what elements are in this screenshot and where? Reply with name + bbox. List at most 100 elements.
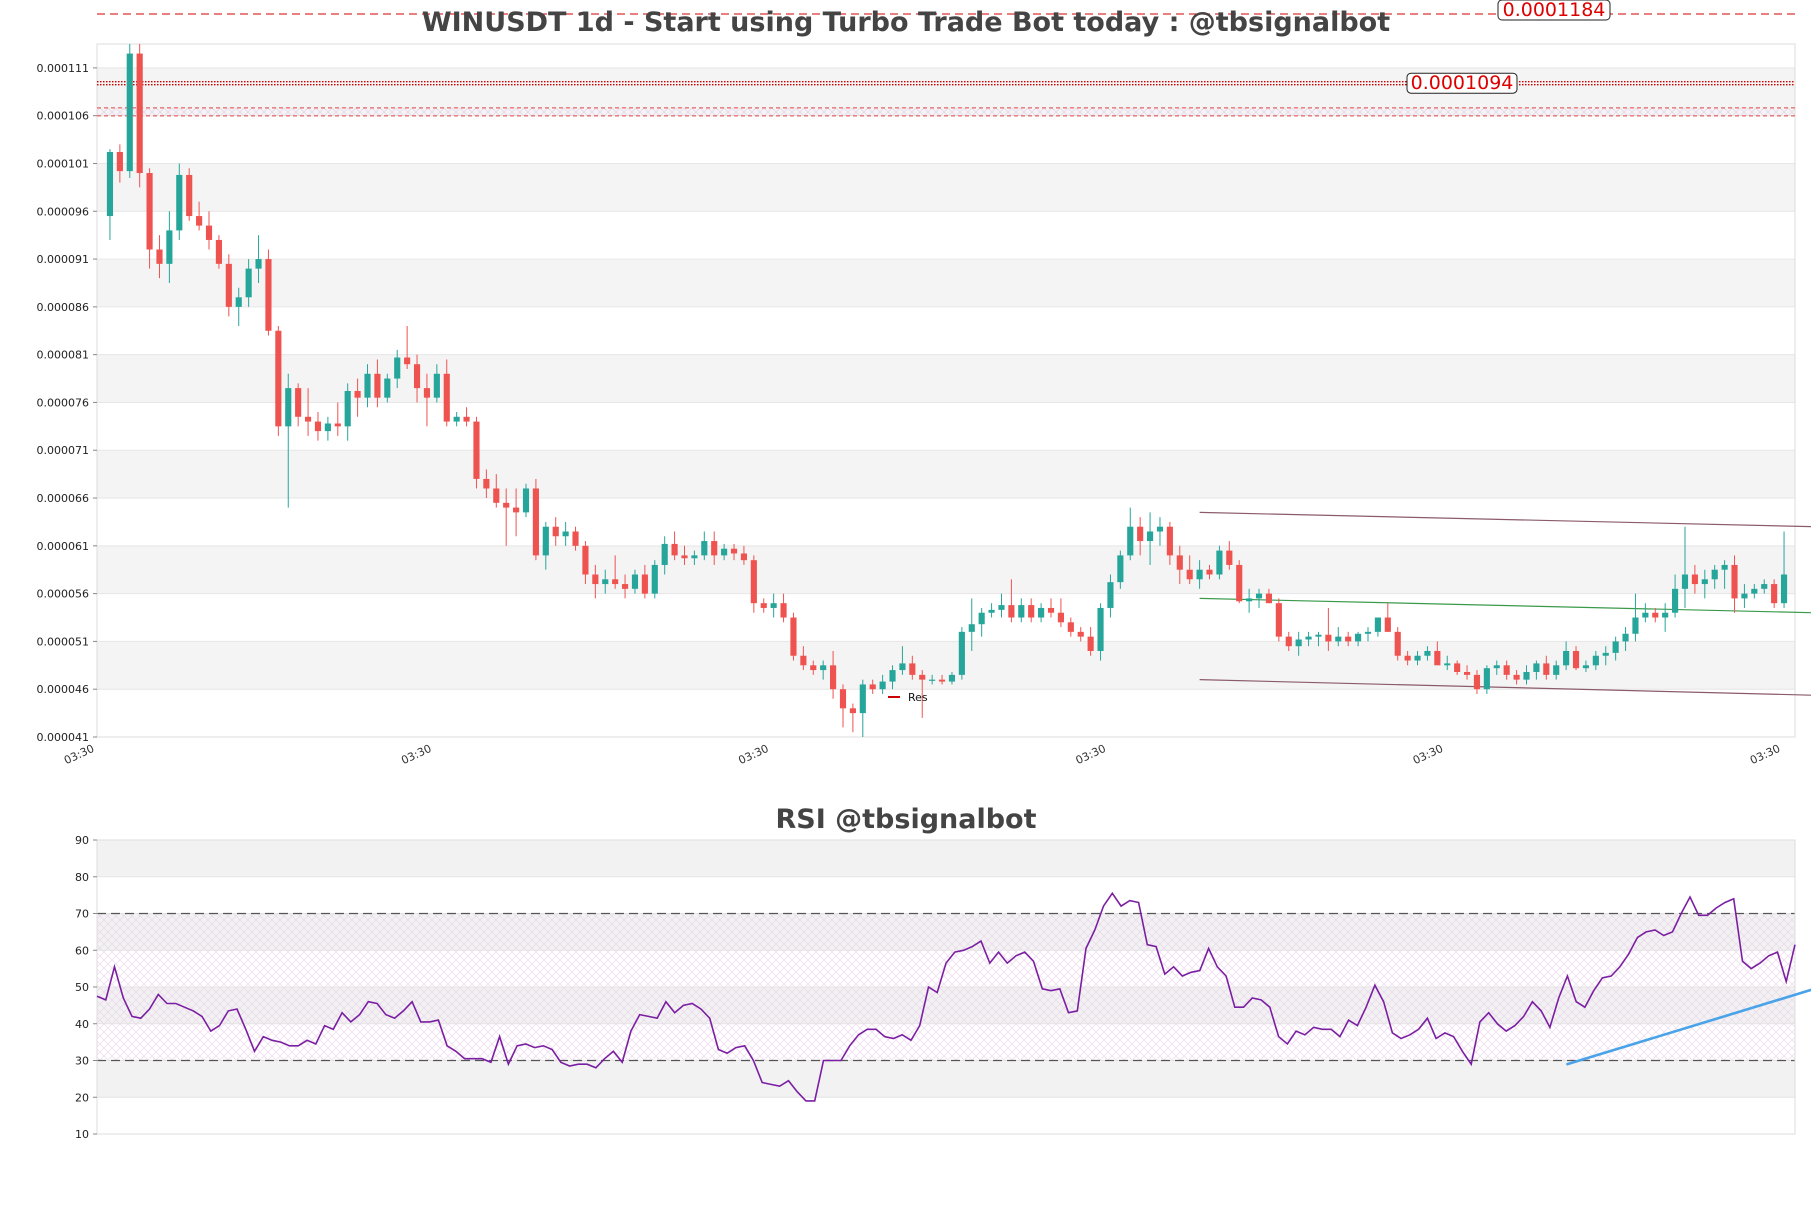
candle-body bbox=[552, 526, 559, 537]
candle-body bbox=[889, 670, 896, 682]
price-grid-band bbox=[97, 641, 1795, 690]
candle-body bbox=[364, 373, 371, 398]
candle-body bbox=[354, 390, 361, 398]
candle-body bbox=[661, 543, 668, 565]
candle-body bbox=[1127, 526, 1134, 556]
candle-body bbox=[1057, 612, 1064, 623]
candle-body bbox=[1523, 672, 1530, 680]
candle-body bbox=[810, 665, 817, 671]
resistance-zone bbox=[97, 107, 1795, 116]
legend: Res bbox=[888, 691, 928, 704]
candle-body bbox=[304, 416, 312, 422]
candle-body bbox=[1711, 569, 1718, 580]
candle-body bbox=[859, 684, 866, 714]
rsi-y-tick-label: 10 bbox=[75, 1128, 89, 1141]
rsi-y-axis: 10 20 30 40 50 60 70 80 90 bbox=[75, 834, 97, 1141]
price-x-tick-label: 03:30 bbox=[1411, 742, 1445, 767]
candle-body bbox=[1662, 612, 1669, 618]
candle-body bbox=[612, 579, 619, 585]
candle-body bbox=[1345, 636, 1352, 642]
candle-body bbox=[295, 388, 302, 417]
candle-body bbox=[1305, 636, 1312, 640]
candle-body bbox=[1335, 636, 1342, 642]
rsi-y-tick-label: 50 bbox=[75, 981, 89, 994]
candle-body bbox=[1691, 574, 1698, 585]
candle-body bbox=[205, 225, 213, 240]
candlestick-series bbox=[106, 44, 1788, 737]
candle-body bbox=[1761, 584, 1768, 589]
candle-body bbox=[1097, 607, 1104, 651]
price-y-tick-label: 0.000086 bbox=[37, 301, 90, 314]
candle-body bbox=[1622, 633, 1629, 642]
candle-body bbox=[1672, 588, 1679, 613]
channel-line bbox=[1199, 511, 1811, 528]
candle-body bbox=[562, 531, 569, 537]
candle-body bbox=[1087, 636, 1094, 651]
candle-body bbox=[413, 364, 421, 389]
candle-body bbox=[1771, 584, 1778, 604]
candle-body bbox=[106, 152, 114, 217]
candle-body bbox=[849, 708, 856, 714]
candle-body bbox=[1176, 555, 1183, 570]
candle-body bbox=[324, 423, 331, 432]
price-grid-band bbox=[97, 354, 1795, 403]
candle-body bbox=[1374, 617, 1381, 632]
price-levels: 0.0001184 0.0001094 bbox=[97, 0, 1795, 117]
candle-body bbox=[671, 543, 678, 556]
candle-body bbox=[225, 263, 232, 307]
candle-body bbox=[493, 488, 500, 503]
candle-body bbox=[1503, 665, 1510, 675]
candle-body bbox=[800, 655, 807, 666]
rsi-y-tick-label: 40 bbox=[75, 1018, 89, 1031]
candle-body bbox=[146, 173, 153, 250]
candle-body bbox=[1226, 550, 1233, 565]
channel-line bbox=[1199, 597, 1811, 614]
price-y-tick-label: 0.000106 bbox=[37, 110, 90, 123]
price-y-axis: 0.000041 0.000046 0.000051 0.000056 0.000061… bbox=[37, 62, 97, 744]
candle-body bbox=[1295, 639, 1302, 647]
candle-body bbox=[869, 684, 876, 690]
candle-body bbox=[641, 574, 648, 594]
candle-body bbox=[711, 541, 718, 556]
candle-body bbox=[275, 330, 282, 427]
rsi-series bbox=[96, 891, 1796, 1102]
candle-body bbox=[1424, 650, 1431, 656]
candle-body bbox=[384, 378, 391, 398]
rsi-y-tick-label: 60 bbox=[75, 944, 89, 957]
candle-body bbox=[1454, 663, 1461, 673]
candle-body bbox=[542, 526, 549, 556]
candle-body bbox=[740, 553, 748, 561]
rsi-trend-line bbox=[1566, 988, 1811, 1066]
candle-body bbox=[1364, 631, 1372, 634]
rsi-grid-band bbox=[97, 840, 1795, 877]
candle-body bbox=[1117, 555, 1124, 583]
candle-body bbox=[1434, 650, 1441, 666]
candle-body bbox=[1285, 636, 1292, 647]
candle-body bbox=[1592, 655, 1599, 666]
candle-body bbox=[988, 609, 995, 613]
candle-body bbox=[1483, 668, 1490, 690]
candle-body bbox=[760, 603, 767, 608]
candle-body bbox=[374, 373, 381, 398]
candle-body bbox=[423, 388, 431, 398]
rsi-grid-bands bbox=[97, 839, 1795, 1135]
candle-body bbox=[909, 663, 916, 675]
price-x-tick-label: 03:30 bbox=[1074, 742, 1108, 767]
price-level-label-box bbox=[1497, 0, 1611, 21]
candle-body bbox=[1602, 652, 1609, 656]
rsi-line bbox=[96, 891, 1796, 1102]
candle-body bbox=[830, 665, 837, 690]
candle-body bbox=[196, 216, 203, 226]
candle-body bbox=[1186, 569, 1193, 580]
candle-body bbox=[433, 373, 440, 398]
candle-body bbox=[1751, 588, 1758, 594]
price-x-tick-label: 03:30 bbox=[62, 742, 96, 767]
candle-body bbox=[1394, 631, 1401, 656]
candle-body bbox=[1018, 605, 1025, 618]
candle-body bbox=[1473, 674, 1481, 690]
candle-body bbox=[948, 674, 956, 682]
candle-body bbox=[958, 631, 965, 675]
candle-body bbox=[790, 617, 797, 656]
candle-body bbox=[245, 268, 252, 298]
candle-body bbox=[136, 53, 143, 174]
